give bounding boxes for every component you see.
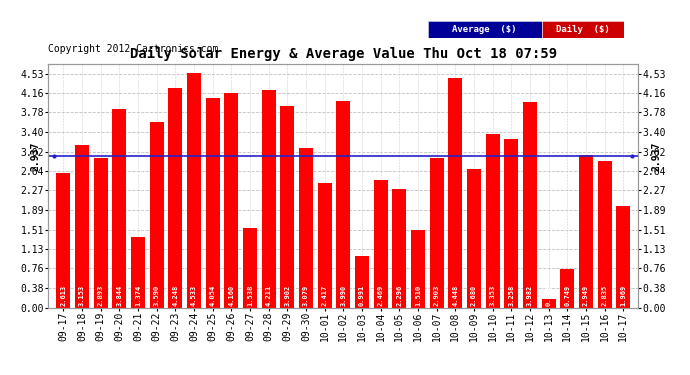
Text: 3.902: 3.902 bbox=[284, 285, 290, 306]
Text: Daily  ($): Daily ($) bbox=[556, 25, 610, 34]
Text: 3.153: 3.153 bbox=[79, 285, 85, 306]
Text: 4.533: 4.533 bbox=[191, 285, 197, 306]
Text: 1.510: 1.510 bbox=[415, 285, 421, 306]
Text: 2.469: 2.469 bbox=[377, 285, 384, 306]
Bar bbox=[579, 155, 593, 308]
Bar bbox=[336, 102, 351, 308]
Text: 3.844: 3.844 bbox=[116, 285, 122, 306]
Bar bbox=[355, 256, 369, 307]
Text: 2.417: 2.417 bbox=[322, 285, 328, 306]
Bar bbox=[187, 74, 201, 308]
Text: 3.990: 3.990 bbox=[340, 285, 346, 306]
Bar bbox=[430, 158, 444, 308]
Text: 1.538: 1.538 bbox=[247, 285, 253, 306]
Text: 2.613: 2.613 bbox=[60, 285, 66, 306]
Bar bbox=[94, 158, 108, 308]
Bar bbox=[486, 134, 500, 308]
Text: 2.903: 2.903 bbox=[433, 285, 440, 306]
Text: 2.680: 2.680 bbox=[471, 285, 477, 306]
Bar bbox=[168, 88, 182, 308]
Bar bbox=[523, 102, 537, 308]
Text: 4.448: 4.448 bbox=[452, 285, 458, 306]
Text: 3.590: 3.590 bbox=[154, 285, 159, 306]
Text: 4.248: 4.248 bbox=[172, 285, 178, 306]
Bar bbox=[206, 98, 219, 308]
Text: 0.749: 0.749 bbox=[564, 285, 571, 306]
Bar bbox=[467, 169, 481, 308]
Bar bbox=[317, 183, 332, 308]
Bar bbox=[75, 145, 89, 308]
Text: 2.937: 2.937 bbox=[30, 141, 40, 171]
Text: 4.054: 4.054 bbox=[210, 285, 215, 306]
Bar bbox=[262, 90, 275, 308]
Bar bbox=[243, 228, 257, 308]
Bar bbox=[299, 148, 313, 308]
Text: Average  ($): Average ($) bbox=[453, 25, 517, 34]
Text: 2.937: 2.937 bbox=[652, 141, 662, 171]
Bar bbox=[112, 109, 126, 307]
Text: 0.991: 0.991 bbox=[359, 285, 365, 306]
Bar bbox=[542, 299, 555, 307]
Title: Daily Solar Energy & Average Value Thu Oct 18 07:59: Daily Solar Energy & Average Value Thu O… bbox=[130, 47, 557, 61]
Bar bbox=[504, 139, 518, 308]
Bar bbox=[598, 161, 611, 308]
Text: 1.374: 1.374 bbox=[135, 285, 141, 306]
Text: 3.258: 3.258 bbox=[509, 285, 514, 306]
Text: Copyright 2012 Cartronics.com: Copyright 2012 Cartronics.com bbox=[48, 44, 219, 54]
Bar bbox=[150, 122, 164, 308]
Text: 2.893: 2.893 bbox=[97, 285, 104, 306]
Bar bbox=[560, 269, 574, 308]
Bar bbox=[448, 78, 462, 308]
Bar bbox=[373, 180, 388, 308]
Text: 4.160: 4.160 bbox=[228, 285, 235, 306]
Bar bbox=[280, 106, 294, 307]
Text: 4.211: 4.211 bbox=[266, 285, 272, 306]
Bar bbox=[224, 93, 238, 308]
Text: 2.949: 2.949 bbox=[583, 285, 589, 306]
Text: 0.169: 0.169 bbox=[546, 285, 551, 306]
Bar bbox=[411, 230, 425, 308]
Text: 2.835: 2.835 bbox=[602, 285, 608, 306]
Text: 3.079: 3.079 bbox=[303, 285, 309, 306]
Bar bbox=[393, 189, 406, 308]
Bar bbox=[616, 206, 631, 308]
Text: 2.296: 2.296 bbox=[396, 285, 402, 306]
Text: 1.969: 1.969 bbox=[620, 285, 627, 306]
Bar bbox=[131, 237, 145, 308]
Text: 3.982: 3.982 bbox=[527, 285, 533, 306]
Text: 3.353: 3.353 bbox=[490, 285, 495, 306]
Bar bbox=[56, 172, 70, 308]
